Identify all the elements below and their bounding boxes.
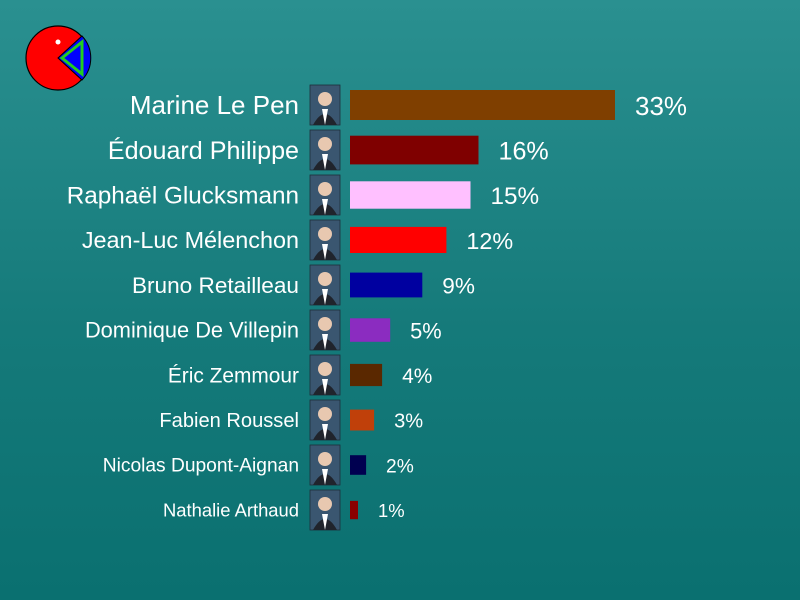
bar [350,455,367,475]
category-label: Éric Zemmour [168,364,299,387]
category-label: Marine Le Pen [130,90,299,120]
value-label: 9% [442,274,475,299]
value-label: 4% [402,365,432,388]
value-label: 1% [378,500,405,521]
portrait-nathalie-arthaud-icon [309,489,341,531]
bar [350,135,479,165]
category-label: Nicolas Dupont-Aignan [103,456,299,477]
bar [350,500,358,520]
value-label: 12% [466,228,513,254]
category-label: Jean-Luc Mélenchon [82,227,299,253]
category-label: Bruno Retailleau [132,273,299,298]
bar [350,363,383,387]
category-label: Édouard Philippe [108,136,299,165]
bar [350,272,423,298]
category-label: Raphaël Glucksmann [67,183,299,210]
value-label: 16% [498,138,548,166]
portrait-jean-luc-melenchon-icon [309,219,341,261]
bar [350,409,375,431]
portrait-fabien-roussel-icon [309,399,341,441]
portrait-dominique-de-villepin-icon [309,309,341,351]
value-label: 33% [635,91,687,121]
portrait-edouard-philippe-icon [309,129,341,171]
value-label: 3% [394,411,423,433]
value-label: 15% [490,183,539,210]
bar [350,90,615,120]
portrait-eric-zemmour-icon [309,354,341,396]
bar [350,226,447,253]
bar [350,318,391,342]
portrait-nicolas-dupont-aignan-icon [309,444,341,486]
value-label: 2% [386,456,414,477]
portrait-marine-le-pen-icon [309,84,341,126]
category-label: Nathalie Arthaud [163,499,299,520]
portrait-bruno-retailleau-icon [309,264,341,306]
pie-logo-icon [25,25,92,91]
category-label: Dominique De Villepin [85,318,299,343]
bar [350,181,471,209]
category-label: Fabien Roussel [159,410,299,432]
portrait-raphael-glucksmann-icon [309,174,341,216]
value-label: 5% [410,318,442,343]
